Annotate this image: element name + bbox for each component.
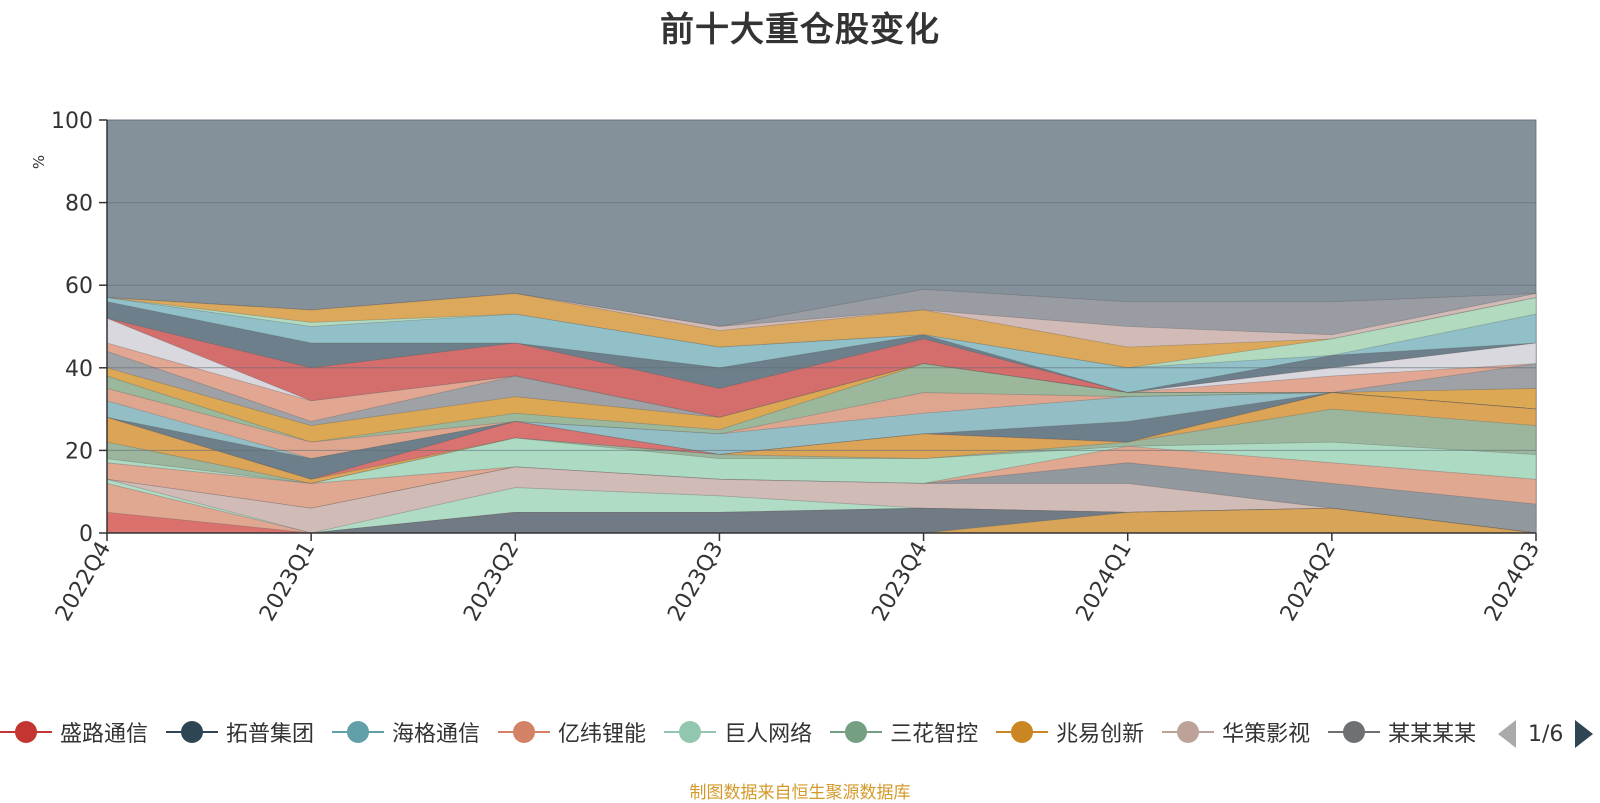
legend-marker-icon [498, 721, 551, 743]
legend-item[interactable]: 巨人网络 [664, 716, 812, 748]
x-tick-label: 2024Q1 [1072, 538, 1137, 626]
legend-item[interactable]: 三花智控 [830, 716, 978, 748]
legend-item[interactable]: 某某某某 [1328, 716, 1475, 748]
x-tick-label: 2023Q2 [459, 538, 524, 626]
x-tick-label: 2024Q3 [1480, 538, 1545, 626]
legend-next-page-icon[interactable] [1575, 720, 1594, 748]
legend: 盛路通信 拓普集团 海格通信 亿纬锂能 巨人网络 三花智控 兆易创新 华策影视 某某某某 [0, 716, 1475, 752]
legend-marker-icon [332, 721, 385, 743]
legend-pager: 1/6 [1498, 718, 1594, 750]
x-tick-label: 2022Q4 [51, 538, 116, 626]
legend-label: 盛路通信 [60, 722, 149, 747]
legend-marker-icon [996, 721, 1049, 743]
x-tick-label: 2023Q1 [255, 538, 320, 626]
legend-label: 某某某某 [1388, 722, 1475, 747]
y-tick-label: 40 [65, 357, 93, 382]
y-tick-label: 100 [51, 109, 93, 134]
legend-label: 华策影视 [1222, 722, 1311, 747]
legend-label: 三花智控 [890, 722, 979, 747]
legend-item[interactable]: 海格通信 [332, 716, 480, 748]
legend-item[interactable]: 亿纬锂能 [498, 716, 646, 748]
legend-prev-page-icon[interactable] [1498, 720, 1516, 748]
chart-canvas: 0 20 40 60 80 100 2022Q4 2023Q1 2023Q2 2023Q3 2023… [30, 109, 1545, 626]
legend-label: 海格通信 [392, 722, 481, 747]
y-axis-label: % [30, 155, 48, 169]
y-tick-label: 80 [65, 192, 93, 217]
legend-marker-icon [1328, 721, 1381, 743]
y-tick-label: 0 [79, 522, 93, 547]
x-tick-label: 2023Q3 [663, 538, 728, 626]
x-tick-label: 2024Q2 [1276, 538, 1341, 626]
y-tick-label: 60 [65, 274, 93, 299]
legend-marker-icon [166, 721, 219, 743]
chart-title: 前十大重仓股变化 [660, 10, 940, 50]
legend-page-indicator: 1/6 [1528, 721, 1564, 747]
x-tick-label: 2023Q4 [867, 538, 932, 626]
legend-label: 巨人网络 [724, 722, 813, 747]
legend-marker-icon [830, 721, 883, 743]
legend-marker-icon [0, 721, 52, 743]
legend-label: 兆易创新 [1056, 722, 1145, 747]
legend-item[interactable]: 拓普集团 [166, 716, 314, 748]
area-layers [106, 119, 1537, 534]
legend-marker-icon [1162, 721, 1215, 743]
legend-item[interactable]: 华策影视 [1162, 716, 1310, 748]
legend-item[interactable]: 兆易创新 [996, 716, 1144, 748]
legend-label: 拓普集团 [226, 722, 315, 747]
data-source-note: 制图数据来自恒生聚源数据库 [689, 783, 911, 803]
legend-item[interactable]: 盛路通信 [0, 716, 148, 748]
y-tick-label: 20 [65, 439, 93, 464]
legend-label: 亿纬锂能 [558, 722, 647, 747]
legend-marker-icon [664, 721, 717, 743]
